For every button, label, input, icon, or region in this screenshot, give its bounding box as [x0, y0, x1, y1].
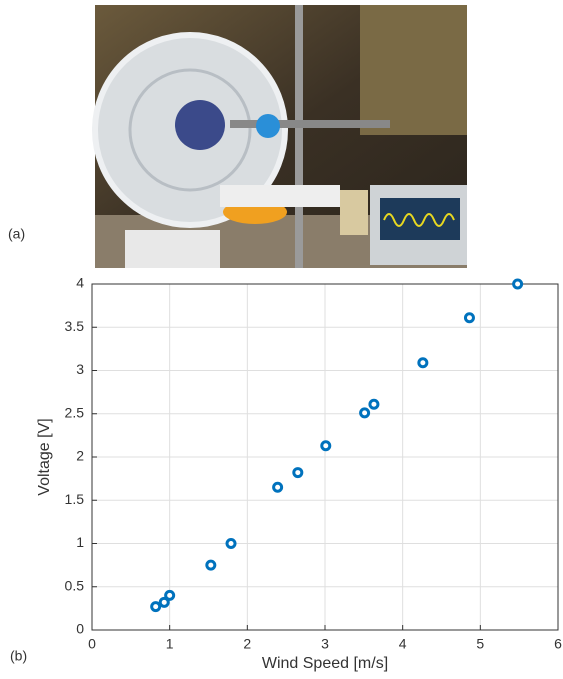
x-tick-label: 2: [243, 636, 251, 652]
point: [512, 278, 524, 290]
plot-frame: [91, 283, 559, 631]
point: [320, 440, 332, 452]
y-tick-label: 4: [76, 275, 84, 291]
y-tick-label: 1.5: [65, 491, 85, 507]
photo: [92, 5, 467, 268]
point: [205, 559, 217, 571]
panel-label: (a): [8, 226, 25, 242]
y-axis-label: Voltage [V]: [36, 418, 53, 495]
y-tick-label: 2: [76, 448, 84, 464]
point: [150, 601, 162, 613]
y-tick-label: 3: [76, 361, 84, 377]
y-tick-label: 2.5: [65, 404, 85, 420]
y-tick-label: 3.5: [65, 318, 85, 334]
point: [272, 481, 284, 493]
x-tick-label: 1: [166, 636, 174, 652]
y-tick-label: 0.5: [65, 577, 85, 593]
point: [158, 596, 170, 608]
panel-label: (b): [10, 648, 27, 664]
x-tick-label: 0: [88, 636, 96, 652]
x-tick-label: 4: [399, 636, 407, 652]
x-tick-label: 6: [554, 636, 562, 652]
point: [292, 467, 304, 479]
point: [417, 357, 429, 369]
x-tick-label: 5: [476, 636, 484, 652]
y-tick-label: 0: [76, 621, 84, 637]
y-tick-label: 1: [76, 534, 84, 550]
point: [368, 398, 380, 410]
x-tick-label: 3: [321, 636, 329, 652]
x-axis-label: Wind Speed [m/s]: [262, 655, 388, 672]
point: [164, 589, 176, 601]
point: [359, 407, 371, 419]
point: [463, 312, 475, 324]
point: [225, 538, 237, 549]
